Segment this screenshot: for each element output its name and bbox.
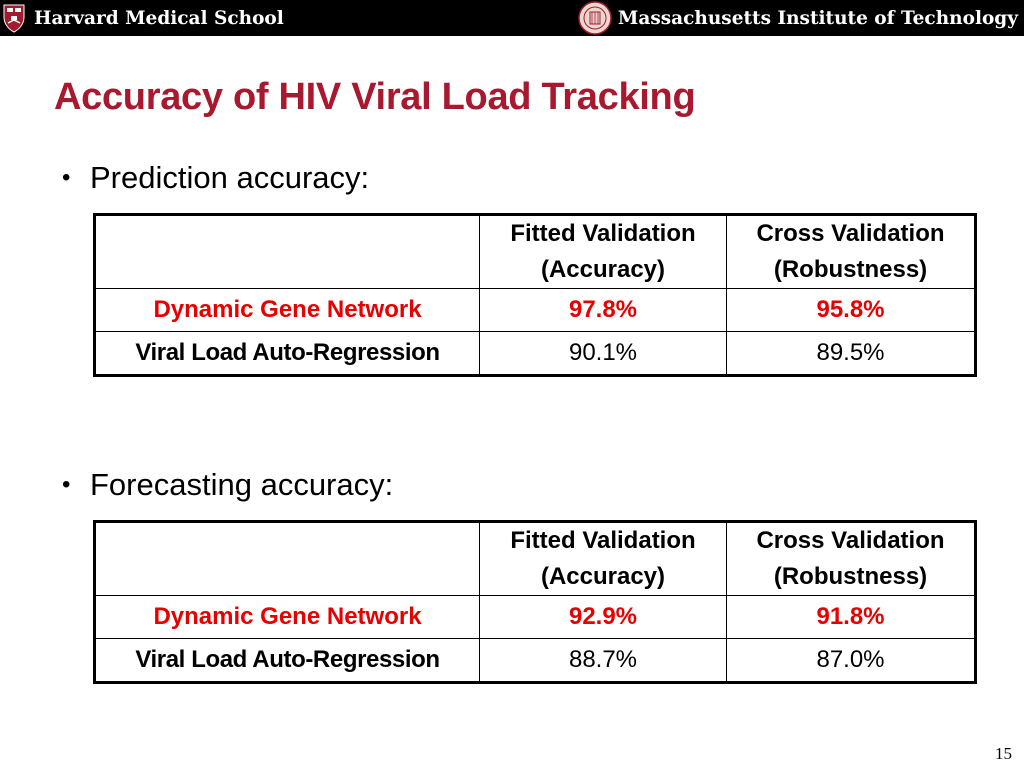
cell-value: 89.5% (726, 331, 976, 376)
row-label: Viral Load Auto-Regression (94, 331, 480, 376)
bullet-text: Forecasting accuracy: (90, 467, 394, 502)
header-left: Harvard Medical School (0, 0, 284, 36)
header-cell-empty (94, 521, 480, 596)
harvard-label: Harvard Medical School (34, 7, 284, 29)
table-row: Dynamic Gene Network 97.8% 95.8% (94, 288, 976, 332)
header-cell-cross: Cross Validation (Robustness) (726, 214, 976, 289)
cell-value: 91.8% (726, 595, 976, 639)
header-line: Cross Validation (756, 220, 945, 247)
cell-value: 92.9% (479, 595, 727, 639)
harvard-shield-icon (3, 4, 25, 33)
table-row: Dynamic Gene Network 92.9% 91.8% (94, 595, 976, 639)
bullet-text: Prediction accuracy: (90, 160, 370, 195)
cell-value: 88.7% (479, 638, 727, 683)
header-cell-cross: Cross Validation (Robustness) (726, 521, 976, 596)
table-row: Viral Load Auto-Regression 88.7% 87.0% (94, 638, 976, 683)
cell-value: 87.0% (726, 638, 976, 683)
header-line: Cross Validation (756, 527, 945, 554)
header-bar: Harvard Medical School Massachusetts Ins… (0, 0, 1024, 36)
cell-value: 95.8% (726, 288, 976, 332)
header-line: (Robustness) (773, 256, 928, 283)
bullet-prediction: • Prediction accuracy: (62, 160, 369, 196)
page-number: 15 (995, 744, 1012, 763)
cell-value: 97.8% (479, 288, 727, 332)
bullet-dot-icon: • (62, 471, 71, 498)
table-header-row: Fitted Validation (Accuracy) Cross Valid… (94, 214, 976, 289)
prediction-table: Fitted Validation (Accuracy) Cross Valid… (93, 213, 977, 377)
header-cell-fitted: Fitted Validation (Accuracy) (479, 214, 727, 289)
header-line: (Robustness) (773, 563, 928, 590)
header-cell-empty (94, 214, 480, 289)
header-line: (Accuracy) (540, 563, 666, 590)
header-line: Fitted Validation (510, 220, 696, 247)
header-line: Fitted Validation (510, 527, 696, 554)
mit-label: Massachusetts Institute of Technology (617, 7, 1018, 29)
forecasting-table: Fitted Validation (Accuracy) Cross Valid… (93, 520, 977, 684)
row-label: Dynamic Gene Network (94, 288, 480, 332)
header-cell-fitted: Fitted Validation (Accuracy) (479, 521, 727, 596)
header-line: (Accuracy) (540, 256, 666, 283)
row-label: Dynamic Gene Network (94, 595, 480, 639)
table-row: Viral Load Auto-Regression 90.1% 89.5% (94, 331, 976, 376)
slide-title: Accuracy of HIV Viral Load Tracking (54, 76, 696, 118)
bullet-forecasting: • Forecasting accuracy: (62, 467, 393, 503)
row-label: Viral Load Auto-Regression (94, 638, 480, 683)
table-header-row: Fitted Validation (Accuracy) Cross Valid… (94, 521, 976, 596)
bullet-dot-icon: • (62, 164, 71, 191)
cell-value: 90.1% (479, 331, 727, 376)
mit-seal-icon (578, 1, 612, 35)
header-right: Massachusetts Institute of Technology (578, 0, 1018, 36)
